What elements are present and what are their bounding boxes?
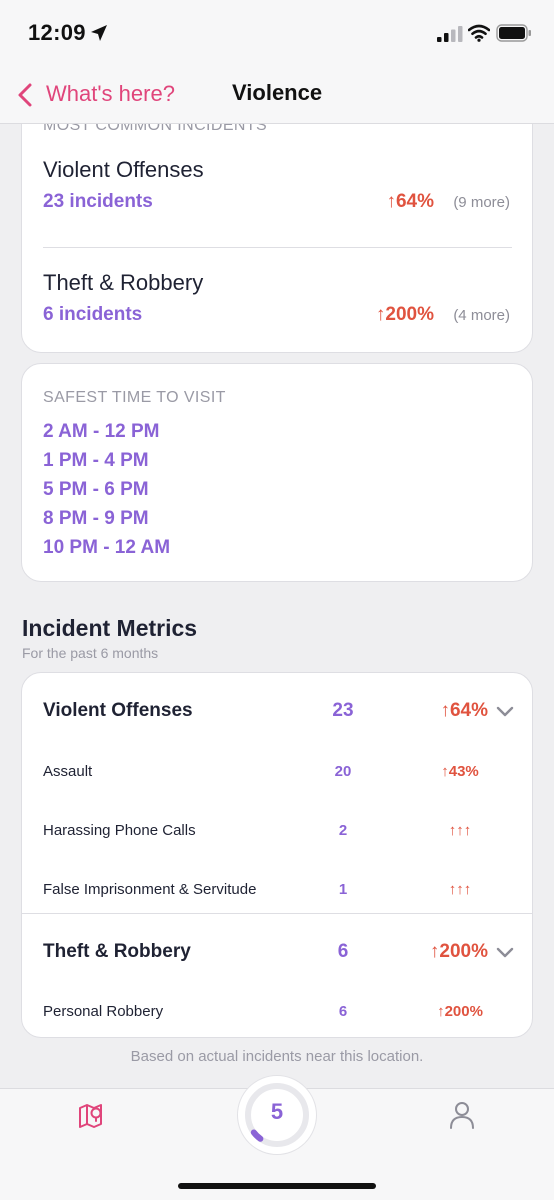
home-indicator: [178, 1183, 376, 1189]
incident-more-link[interactable]: (4 more): [453, 307, 510, 324]
location-arrow-icon: [91, 25, 107, 41]
divider: [22, 913, 532, 914]
chevron-down-icon[interactable]: [496, 947, 514, 959]
safety-score-button[interactable]: 5: [237, 1075, 317, 1155]
score-ring-icon: [245, 1083, 309, 1147]
metric-count: 2: [338, 822, 348, 839]
safest-time-card: SAFEST TIME TO VISIT 2 AM - 12 PM 1 PM -…: [21, 363, 533, 582]
status-time: 12:09: [28, 20, 86, 45]
most-common-incidents-card: MOST COMMON INCIDENTS Violent Offenses 2…: [21, 124, 533, 353]
metric-group-count: 6: [337, 941, 349, 962]
divider: [43, 247, 512, 248]
metric-row: Harassing Phone Calls 2 ↑↑↑: [22, 798, 532, 857]
chevron-left-icon[interactable]: [16, 82, 34, 108]
safe-time-slot: 8 PM - 9 PM: [43, 508, 149, 529]
page-title: Violence: [232, 80, 323, 105]
content-scroll-area[interactable]: MOST COMMON INCIDENTS Violent Offenses 2…: [0, 124, 554, 1088]
metric-change: ↑↑↑: [448, 881, 472, 898]
metric-group-change: ↑200%: [429, 941, 488, 962]
metric-row: Personal Robbery 6 ↑200%: [22, 979, 532, 1037]
safe-time-slot: 10 PM - 12 AM: [43, 537, 171, 558]
back-button[interactable]: What's here?: [46, 81, 175, 106]
metric-row: Assault 20 ↑43%: [22, 739, 532, 798]
metric-change: ↑200%: [437, 1003, 483, 1020]
metric-change: ↑↑↑: [448, 822, 472, 839]
incident-count: 6 incidents: [43, 304, 143, 325]
incident-count: 23 incidents: [43, 191, 153, 212]
metric-group-header[interactable]: Theft & Robbery 6 ↑200%: [22, 914, 532, 979]
incident-metrics-subtitle: For the past 6 months: [22, 645, 159, 661]
incident-more-link[interactable]: (9 more): [453, 194, 510, 211]
tab-bar: 5: [0, 1075, 554, 1200]
metric-name: Personal Robbery: [43, 1003, 164, 1020]
metric-count: 6: [338, 1003, 348, 1020]
footnote: Based on actual incidents near this loca…: [130, 1048, 424, 1065]
navigation-bar: What's here? Violence: [0, 66, 554, 124]
incident-metrics-card: Violent Offenses 23 ↑64% Assault 20 ↑43%…: [21, 672, 533, 1038]
safety-score-value: 5: [270, 1099, 284, 1124]
incident-metrics-title: Incident Metrics: [22, 615, 198, 641]
safe-time-slot: 1 PM - 4 PM: [43, 450, 149, 471]
incident-change: ↑200%: [375, 304, 434, 325]
most-common-heading: MOST COMMON INCIDENTS: [43, 124, 268, 134]
status-bar: 12:09: [0, 0, 554, 66]
incident-change: ↑64%: [386, 191, 434, 212]
chevron-down-icon[interactable]: [496, 706, 514, 718]
metric-name: Harassing Phone Calls: [43, 822, 196, 839]
metric-name: False Imprisonment & Servitude: [43, 881, 257, 898]
metric-group-count: 23: [332, 700, 354, 721]
safe-time-slot: 2 AM - 12 PM: [43, 421, 160, 442]
incident-name: Theft & Robbery: [43, 270, 204, 295]
metric-count: 1: [338, 881, 348, 898]
map-pin-icon[interactable]: [78, 1101, 106, 1129]
metric-change: ↑43%: [441, 763, 479, 780]
metric-group-name: Violent Offenses: [43, 700, 193, 721]
incident-name: Violent Offenses: [43, 157, 204, 182]
metric-group-name: Theft & Robbery: [43, 941, 191, 962]
wifi-icon: [468, 24, 490, 42]
metric-name: Assault: [43, 763, 93, 780]
metric-count: 20: [334, 763, 352, 780]
metric-row: False Imprisonment & Servitude 1 ↑↑↑: [22, 857, 532, 913]
safe-time-slot: 5 PM - 6 PM: [43, 479, 149, 500]
battery-icon: [496, 24, 531, 42]
profile-icon[interactable]: [449, 1101, 475, 1129]
metric-group-change: ↑64%: [440, 700, 488, 721]
cellular-signal-icon: [437, 26, 463, 42]
safest-time-heading: SAFEST TIME TO VISIT: [43, 389, 226, 406]
metric-group-header[interactable]: Violent Offenses 23 ↑64%: [22, 673, 532, 739]
